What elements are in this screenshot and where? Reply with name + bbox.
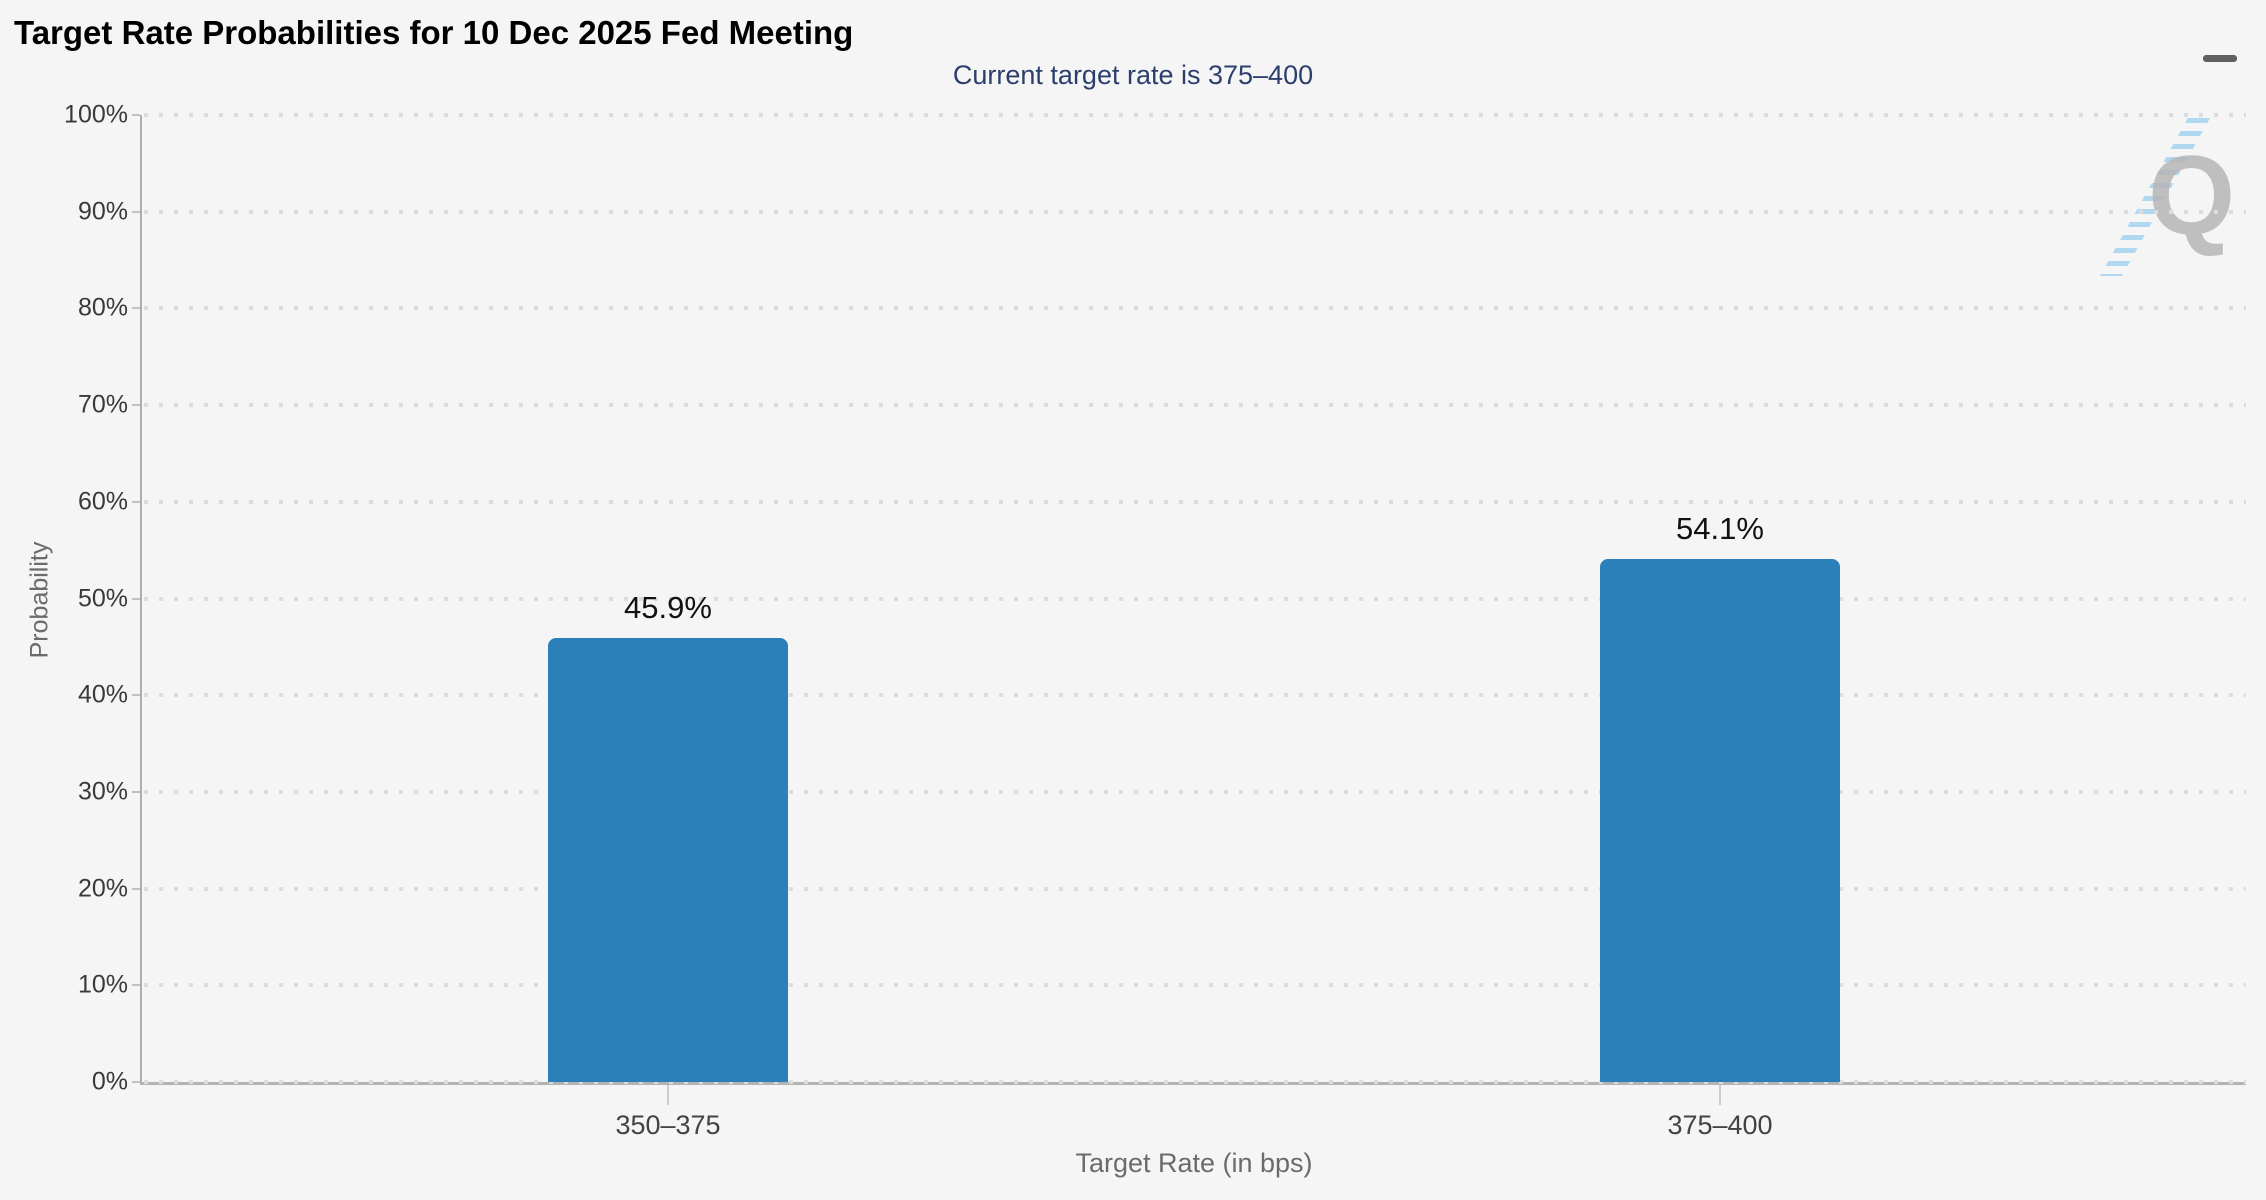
x-axis-tick: [667, 1085, 669, 1105]
chart-subtitle: Current target rate is 375–400: [952, 60, 1314, 90]
watermark-q-letter: Q: [2148, 133, 2236, 258]
bar-350–375[interactable]: [548, 638, 788, 1082]
y-tick-label-60%: 60%: [77, 487, 128, 516]
y-axis-tick: [132, 790, 140, 793]
y-axis-tick: [132, 694, 140, 697]
gridline-10%: [144, 983, 2246, 988]
x-category-label-350–375: 350–375: [615, 1110, 721, 1140]
chart-context-menu-button[interactable]: [2198, 18, 2242, 62]
y-tick-label-100%: 100%: [64, 100, 128, 129]
y-tick-label-70%: 70%: [77, 390, 128, 419]
x-axis-tick: [1719, 1085, 1721, 1105]
gridline-100%: [144, 113, 2246, 117]
gridline-70%: [144, 403, 2246, 408]
chart-title: Target Rate Probabilities for 10 Dec 202…: [14, 14, 854, 51]
y-tick-label-0%: 0%: [91, 1067, 128, 1096]
y-axis-tick: [132, 114, 140, 116]
gridline-20%: [144, 886, 2246, 891]
y-tick-label-10%: 10%: [77, 970, 128, 999]
bar-375–400[interactable]: [1600, 558, 1840, 1082]
y-tick-label-40%: 40%: [77, 680, 128, 709]
y-tick-label-30%: 30%: [77, 777, 128, 806]
gridline-30%: [144, 789, 2246, 794]
hamburger-menu-icon: [2203, 55, 2237, 62]
y-axis-tick: [132, 597, 140, 600]
x-category-label-375–400: 375–400: [1667, 1110, 1773, 1140]
gridline-60%: [144, 499, 2246, 504]
y-tick-label-90%: 90%: [77, 197, 128, 226]
gridline-0%: [144, 1080, 2246, 1084]
bar-value-label-350–375: 45.9%: [624, 590, 712, 626]
gridline-90%: [144, 209, 2246, 214]
quikstrike-watermark-logo: Q: [2100, 118, 2240, 278]
y-tick-label-20%: 20%: [77, 874, 128, 903]
y-axis-tick: [132, 1081, 140, 1083]
y-axis-tick: [132, 500, 140, 503]
y-axis-tick: [132, 887, 140, 890]
y-tick-label-50%: 50%: [77, 584, 128, 612]
y-axis-tick: [132, 984, 140, 987]
y-axis-tick: [132, 307, 140, 310]
bar-value-label-375–400: 54.1%: [1676, 510, 1764, 546]
y-axis-tick: [132, 210, 140, 213]
gridline-40%: [144, 693, 2246, 698]
plot-area: Target Rate (in bps) 0% 10% 20% 30% 40% 50% 60…: [64, 101, 2246, 1178]
gridline-80%: [144, 306, 2246, 311]
gridline-50%: [144, 596, 2246, 601]
x-axis-title: Target Rate (in bps): [1075, 1148, 1313, 1178]
y-axis-tick: [132, 404, 140, 407]
y-tick-label-80%: 80%: [77, 293, 128, 322]
